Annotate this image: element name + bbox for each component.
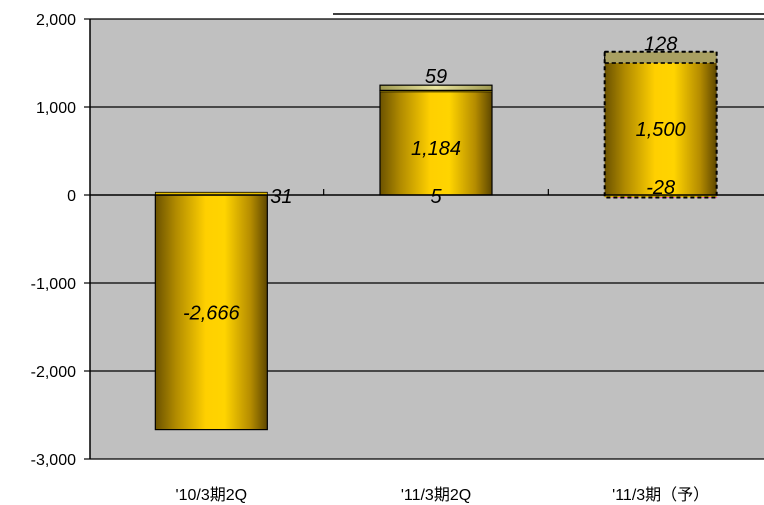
y-tick-label: -1,000 — [31, 276, 76, 293]
data-label: 1,184 — [411, 138, 461, 160]
bar-main — [154, 194, 268, 431]
bars — [154, 50, 718, 431]
y-tick-labels: -3,000 -2,000 -1,000 0 1,000 2,000 — [31, 12, 76, 469]
x-tick-label: '11/3期（予） — [612, 486, 709, 504]
data-label: -28 — [646, 177, 675, 199]
y-tick-label: -2,000 — [31, 364, 76, 381]
x-tick-label: '11/3期2Q — [401, 486, 471, 504]
data-label: 1,500 — [636, 119, 686, 141]
data-label: 5 — [430, 186, 442, 208]
y-tick-label: 0 — [67, 188, 76, 205]
y-tick-label: 2,000 — [36, 12, 76, 29]
x-tick-labels: '10/3期2Q '11/3期2Q '11/3期（予） — [176, 486, 710, 504]
y-tick-label: 1,000 — [36, 100, 76, 117]
forecast-outline — [603, 50, 718, 199]
data-label: 59 — [425, 66, 447, 88]
bar-main — [379, 90, 493, 196]
data-label: 31 — [270, 186, 292, 208]
bar-segment-3 — [379, 84, 493, 91]
axes — [84, 18, 764, 460]
data-label: -2,666 — [183, 302, 241, 324]
y-tick-label: -3,000 — [31, 452, 76, 469]
data-label: 128 — [644, 34, 677, 56]
data-labels: -2,666 31 1,184 5 59 1,500 -28 128 — [183, 34, 686, 325]
bar-main — [604, 63, 717, 195]
x-tick-label: '10/3期2Q — [176, 486, 248, 504]
